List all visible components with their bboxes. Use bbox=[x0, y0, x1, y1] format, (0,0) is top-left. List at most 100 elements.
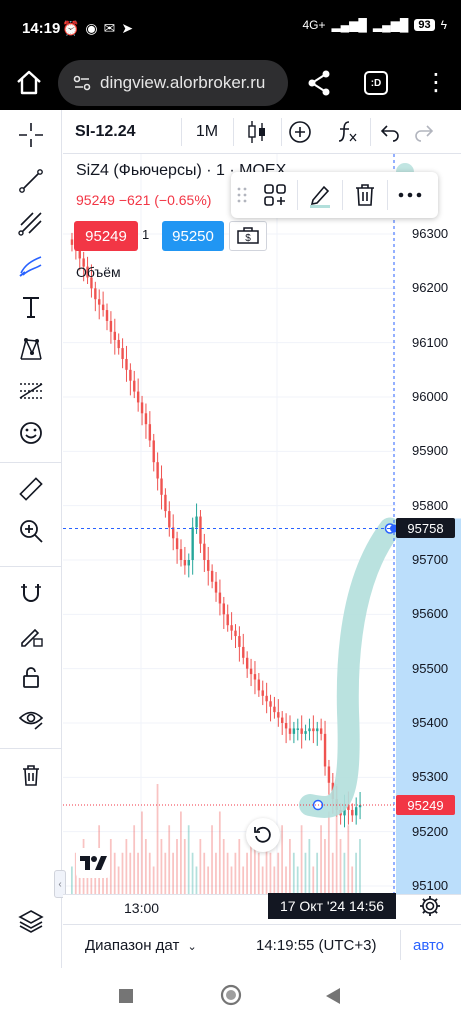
brush-drawing[interactable] bbox=[299, 517, 401, 818]
chart-toolbar: SI-12.24 1M bbox=[63, 110, 461, 154]
volume-bar bbox=[207, 866, 210, 894]
pitchfork-tool-icon[interactable] bbox=[14, 206, 48, 240]
url-bar[interactable]: dingview.alorbroker.ru bbox=[58, 60, 288, 106]
hide-drawings-icon[interactable] bbox=[14, 702, 48, 736]
candle-body bbox=[354, 807, 358, 816]
browser-menu-icon[interactable]: ⋮ bbox=[424, 69, 448, 96]
collapse-panel-icon[interactable]: ‹ bbox=[54, 870, 66, 898]
unlock-icon[interactable] bbox=[14, 660, 48, 694]
volume-bar bbox=[90, 866, 93, 894]
back-icon[interactable] bbox=[324, 986, 342, 1006]
indicators-icon[interactable] bbox=[333, 110, 361, 154]
candle-body bbox=[238, 636, 241, 647]
volume-bar bbox=[176, 839, 178, 894]
candle-body bbox=[136, 391, 140, 403]
home-icon[interactable] bbox=[14, 68, 44, 98]
redo-icon[interactable] bbox=[409, 110, 439, 154]
volume-label[interactable]: Объём bbox=[76, 264, 121, 280]
notification-icons: ⏰◉✉➤ bbox=[62, 20, 140, 36]
price-label: 96300 bbox=[412, 226, 449, 241]
share-icon[interactable] bbox=[304, 68, 334, 98]
gear-icon[interactable] bbox=[418, 894, 442, 918]
volume-bar bbox=[137, 852, 139, 894]
trash-icon[interactable] bbox=[14, 758, 48, 792]
candle-body bbox=[94, 288, 97, 300]
candle-body bbox=[175, 538, 179, 550]
candle-body bbox=[121, 348, 124, 359]
trend-line-tool-icon[interactable] bbox=[14, 164, 48, 198]
candle-body bbox=[230, 625, 233, 631]
compare-add-icon[interactable] bbox=[287, 110, 313, 154]
candle-body bbox=[117, 339, 120, 349]
trade-icon[interactable]: $ bbox=[229, 221, 267, 251]
line-color-icon[interactable] bbox=[298, 172, 342, 218]
candle-body bbox=[183, 560, 187, 566]
magnet-icon[interactable] bbox=[14, 576, 48, 610]
candle-body bbox=[284, 723, 288, 729]
zoom-in-icon[interactable] bbox=[14, 514, 48, 548]
reset-chart-icon[interactable] bbox=[246, 818, 280, 852]
brush-tool-icon[interactable] bbox=[14, 248, 48, 282]
candle-body bbox=[86, 266, 89, 278]
tradingview-logo-icon[interactable] bbox=[76, 848, 110, 878]
candle-body bbox=[70, 239, 74, 245]
quantity-value[interactable]: 1 bbox=[142, 227, 150, 242]
volume-bar bbox=[199, 839, 202, 894]
timezone-clock[interactable]: 14:19:55 (UTC+3) bbox=[256, 937, 377, 954]
volume-bar bbox=[351, 866, 354, 894]
interval-button[interactable]: 1M bbox=[195, 123, 219, 140]
date-range-dropdown[interactable]: Диапазон дат ⌄ bbox=[85, 937, 197, 954]
recents-icon[interactable] bbox=[118, 988, 134, 1004]
candle-body bbox=[98, 299, 101, 305]
volume-bar bbox=[257, 852, 260, 894]
crosshair-tool-icon[interactable] bbox=[14, 118, 48, 152]
candle-body bbox=[133, 380, 136, 392]
volume-bar bbox=[113, 852, 116, 894]
system-nav-bar bbox=[0, 968, 461, 1024]
time-axis[interactable] bbox=[63, 894, 461, 924]
ruler-tool-icon[interactable] bbox=[14, 472, 48, 506]
undo-icon[interactable] bbox=[375, 110, 405, 154]
buy-button[interactable]: 95250 bbox=[162, 221, 224, 251]
volume-bar bbox=[168, 825, 171, 894]
price-label: 95800 bbox=[412, 497, 449, 513]
volume-bar bbox=[211, 825, 213, 894]
lock-drawings-icon[interactable] bbox=[14, 618, 48, 652]
home-nav-icon[interactable] bbox=[220, 984, 242, 1006]
emoji-tool-icon[interactable] bbox=[14, 416, 48, 450]
volume-bar bbox=[121, 852, 124, 894]
drag-handle-icon[interactable] bbox=[231, 172, 253, 218]
text-tool-icon[interactable] bbox=[14, 290, 48, 324]
candle-body bbox=[323, 733, 327, 767]
symbol-search-button[interactable]: SI-12.24 bbox=[75, 123, 136, 140]
price-chart[interactable] bbox=[63, 154, 461, 924]
candles-icon[interactable] bbox=[239, 110, 275, 154]
tabs-button[interactable]: :D bbox=[364, 71, 388, 95]
candle-body bbox=[90, 277, 93, 289]
toolbar-divider bbox=[181, 118, 182, 146]
pattern-tool-icon[interactable] bbox=[14, 332, 48, 366]
auto-scale-button[interactable]: авто bbox=[413, 937, 445, 954]
last-price: 95249 bbox=[407, 797, 444, 813]
candle-body bbox=[207, 560, 210, 571]
more-options-icon[interactable] bbox=[388, 172, 432, 218]
candle-body bbox=[273, 706, 276, 713]
add-to-favorites-icon[interactable] bbox=[253, 172, 297, 218]
volume-bar bbox=[234, 852, 237, 894]
price-label: 95400 bbox=[412, 715, 449, 730]
volume-bar bbox=[187, 825, 190, 894]
status-bar: 14:19 ⏰◉✉➤ 4G+ ▂▄▆█ ▂▄▆█ 93 ϟ bbox=[0, 0, 461, 58]
crosshair-price-tag: 95758 bbox=[396, 518, 455, 539]
candle-body bbox=[281, 717, 284, 723]
sell-button[interactable]: 95249 bbox=[74, 221, 138, 251]
candle-body bbox=[199, 516, 202, 544]
prediction-tool-icon[interactable] bbox=[14, 374, 48, 408]
layers-icon[interactable] bbox=[14, 904, 48, 938]
toolbar-divider bbox=[233, 118, 234, 146]
price-label: 95100 bbox=[412, 878, 449, 893]
site-settings-icon[interactable] bbox=[72, 73, 92, 93]
legend-quote: 95249 −621 (−0.65%) bbox=[76, 192, 211, 208]
delete-drawing-icon[interactable] bbox=[343, 172, 387, 218]
price-label: 95900 bbox=[412, 443, 449, 459]
volume-bar bbox=[164, 852, 167, 894]
